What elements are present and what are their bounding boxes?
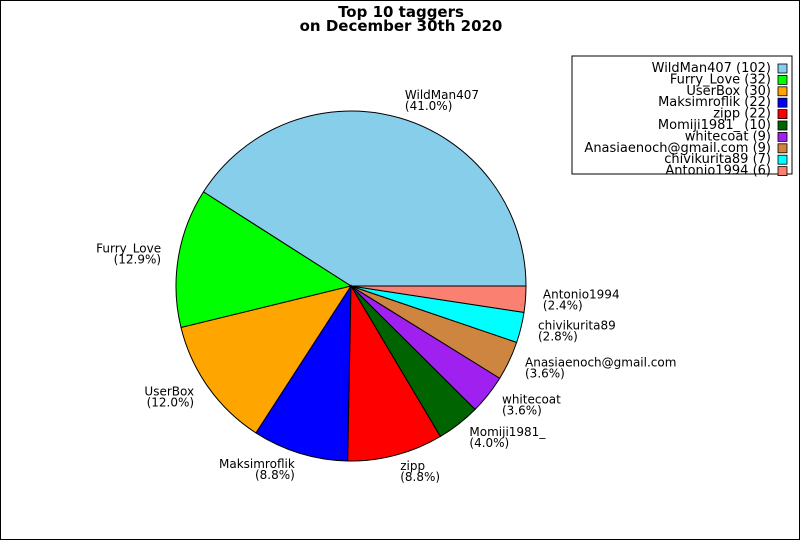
slice-label-furry-love: Furry_Love (12.9%) [96,242,161,267]
legend-label-antonio1994: Antonio1994 (6) [665,164,771,179]
legend-swatch-userbox [777,86,788,97]
pie-slice-maksimroflik [255,284,352,462]
pie-slice-zipp [347,284,442,462]
slice-label-anasiaenoch-gmail-com: Anasiaenoch@gmail.com (3.6%) [525,355,676,380]
legend-swatch-momiji1981 [777,120,788,131]
slice-label-momiji1981: Momiji1981_ (4.0%) [469,425,546,450]
legend-swatch-antonio1994 [777,166,788,177]
legend-swatch-maksimroflik [777,97,788,108]
slice-label-wildman407: WildMan407 (41.0%) [405,88,479,113]
legend-label-userbox: UserBox (30) [686,84,771,99]
legend-label-maksimroflik: Maksimroflik (22) [658,95,771,110]
legend-label-momiji1981: Momiji1981_ (10) [658,118,771,133]
legend-label-chivikurita89: chivikurita89 (7) [664,152,771,167]
legend-swatch-wildman407 [777,63,788,74]
slice-labels: WildMan407 (41.0%) Furry_Love (12.9%) UserBo… [96,88,676,484]
pie-slice-furry-love [175,191,353,329]
legend-swatch-anasiaenoch-gmail-com [777,143,788,154]
legend-box [571,55,793,175]
slice-label-antonio1994: Antonio1994 (2.4%) [543,288,620,313]
chart-title-line2: on December 30th 2020 [300,17,503,35]
legend-swatch-zipp [777,109,788,119]
legend: WildMan407 (102)Furry_Love (32)UserBox (… [571,55,793,179]
legend-label-whitecoat: whitecoat (9) [685,129,771,144]
pie-slice-antonio1994 [350,285,527,313]
pie-slice-userbox [180,285,353,434]
slice-label-chivikurita89: chivikurita89 (2.8%) [538,319,616,344]
pie-slices [175,110,527,462]
legend-label-furry-love: Furry_Love (32) [670,72,771,87]
legend-label-anasiaenoch-gmail-com: Anasiaenoch@gmail.com (9) [584,141,771,156]
legend-label-wildman407: WildMan407 (102) [652,61,771,76]
chart-title-line1: Top 10 taggers [338,3,464,21]
slice-label-whitecoat: whitecoat (3.6%) [502,392,561,417]
legend-label-zipp: zipp (22) [713,107,771,122]
slice-label-maksimroflik: Maksimroflik (8.8%) [219,457,295,482]
legend-swatch-whitecoat [777,131,788,142]
slice-label-zipp: zipp (8.8%) [400,459,440,484]
legend-swatch-chivikurita89 [777,154,788,165]
pie-slice-wildman407 [202,110,527,287]
slice-label-userbox: UserBox (12.0%) [144,385,194,410]
legend-swatch-furry-love [777,75,788,85]
